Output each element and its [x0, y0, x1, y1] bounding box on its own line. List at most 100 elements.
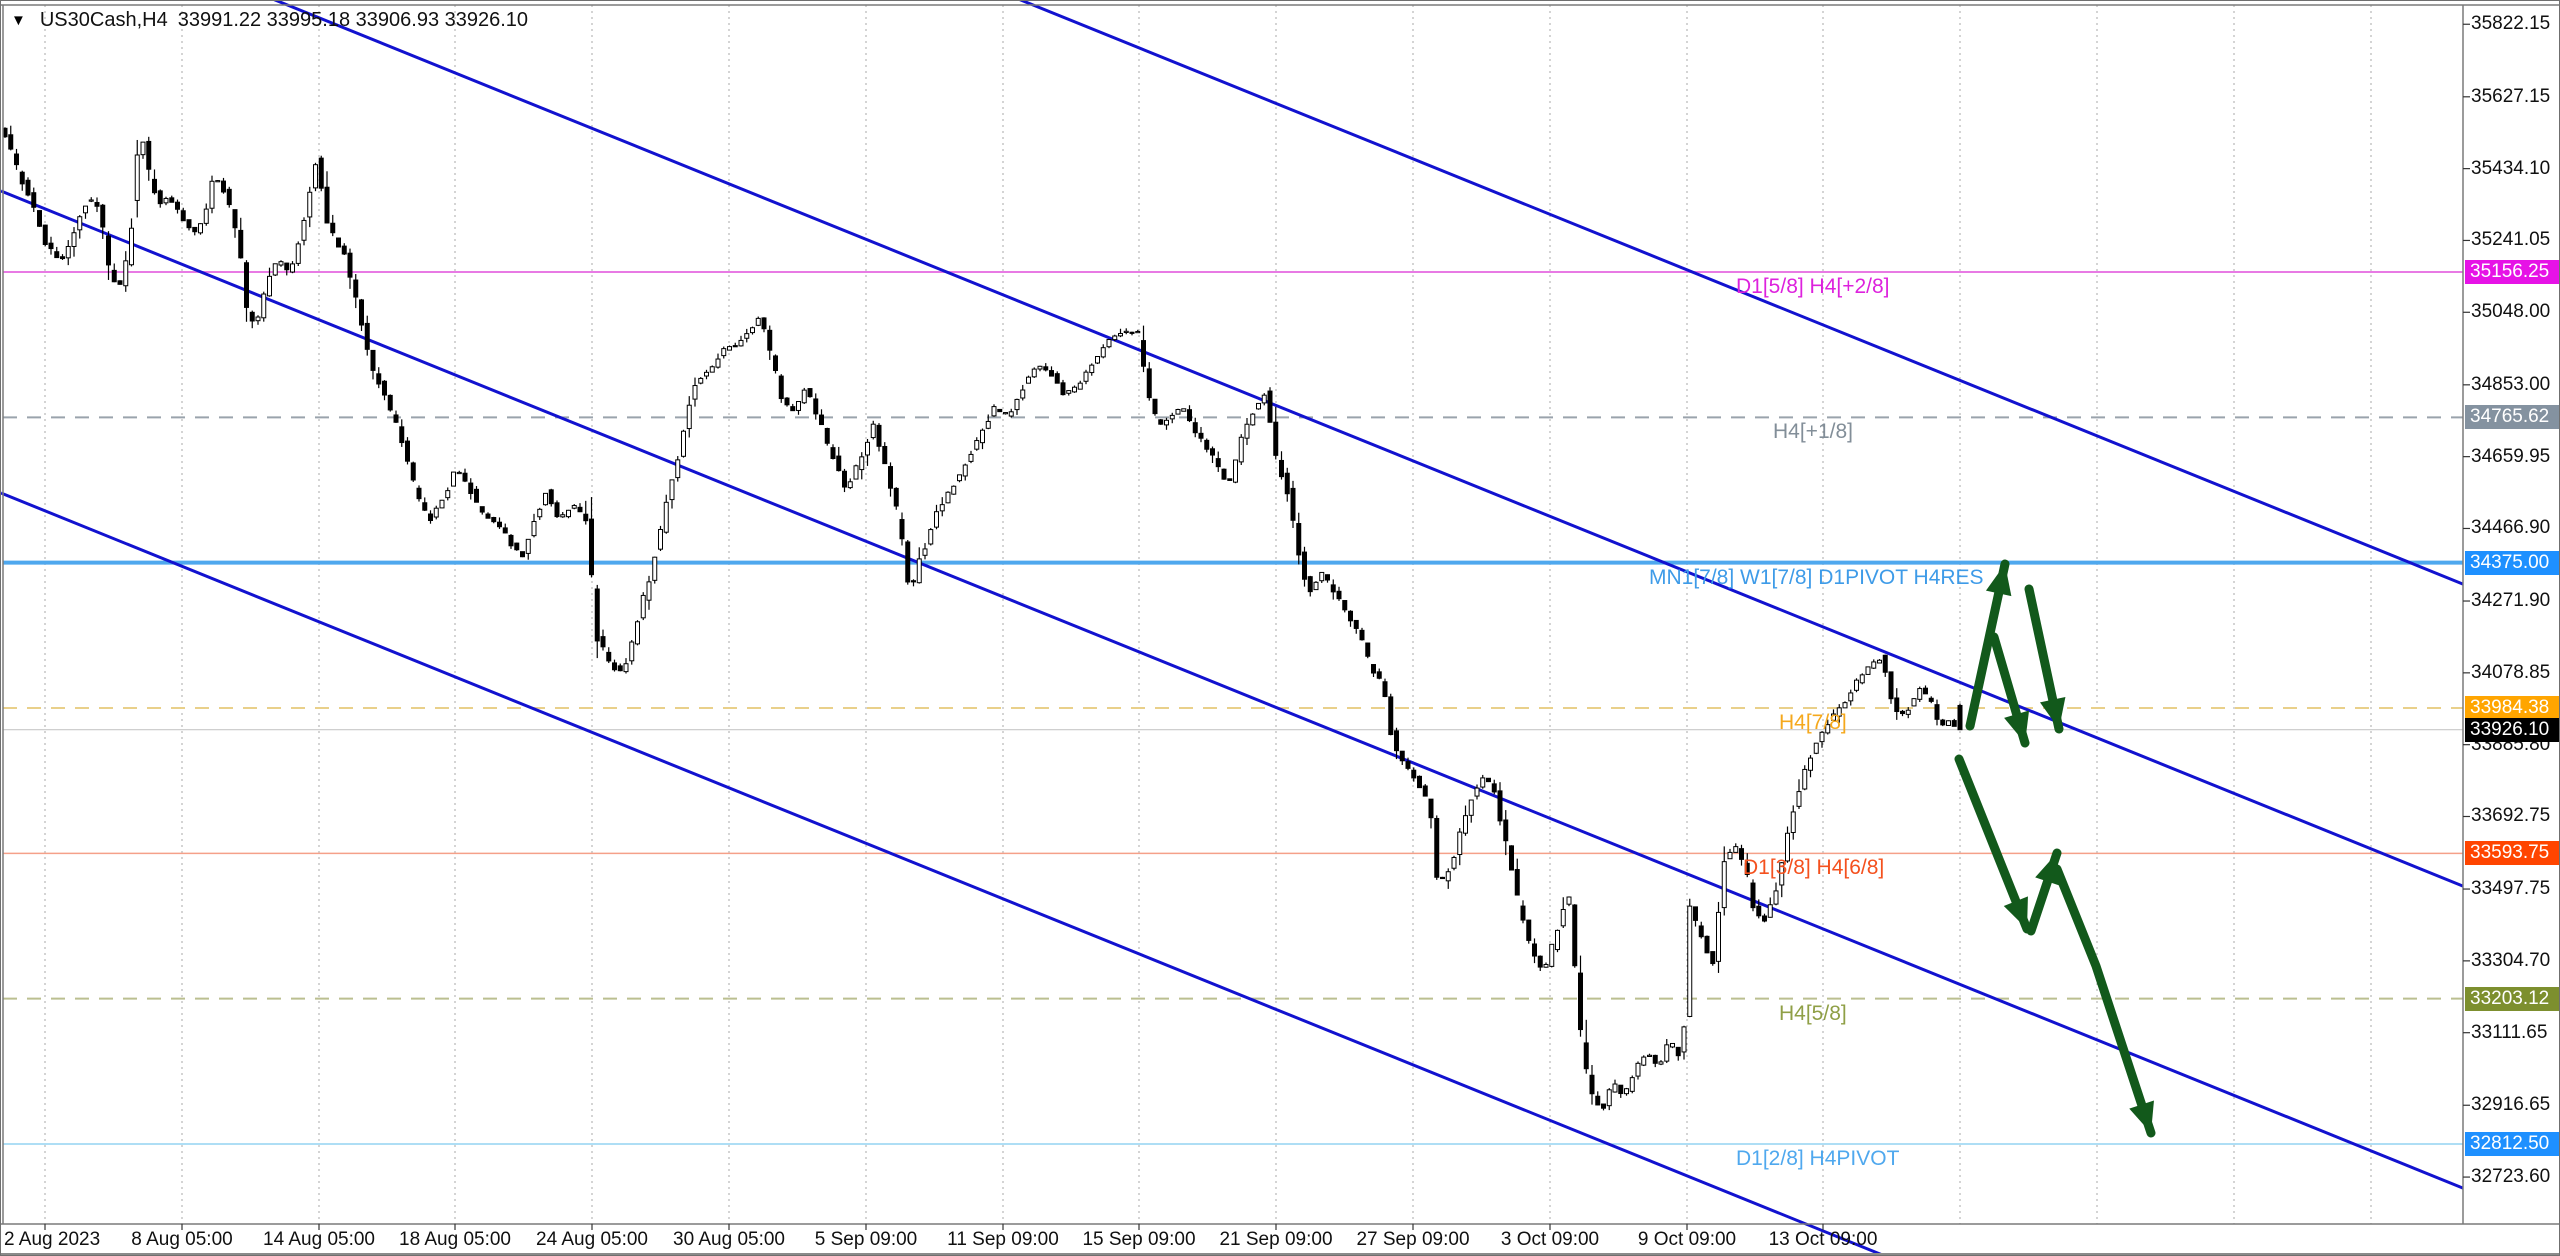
candle-body [65, 246, 71, 259]
candle-body [451, 471, 456, 487]
candle-body [1348, 610, 1353, 622]
candle-body [1175, 408, 1181, 415]
candle-body [1779, 862, 1785, 886]
candle-body [1871, 661, 1877, 669]
candle-body [1008, 411, 1014, 417]
time-axis-label: 8 Aug 05:00 [131, 1229, 233, 1250]
chart-symbol-period: US30Cash,H4 [39, 9, 168, 31]
candle-body [249, 311, 255, 322]
candle-body [646, 581, 652, 601]
candle-body [1532, 943, 1537, 957]
candle-body [1261, 394, 1267, 404]
candle-body [1635, 1062, 1641, 1077]
candle-body [31, 192, 37, 208]
candle-body [1307, 576, 1313, 593]
candle-body [1043, 366, 1049, 371]
candle-body [755, 317, 761, 326]
candle-body [1135, 330, 1141, 334]
candle-body [1509, 845, 1514, 871]
candle-body [462, 472, 468, 482]
candle-body [1854, 679, 1859, 691]
candle-body [77, 216, 83, 231]
channel-line-3[interactable] [1, 491, 2463, 1256]
candle-body [1394, 730, 1399, 752]
candle-body [721, 348, 727, 357]
candle-body [1716, 911, 1721, 962]
chart-frame [1, 4, 2559, 1255]
candle-body [686, 404, 692, 430]
candle-body [1819, 731, 1825, 743]
channel-line-2[interactable] [1, 189, 2464, 1190]
candle-body [1428, 798, 1434, 819]
candle-body [497, 521, 502, 528]
candle-body [548, 489, 554, 505]
candle-body [485, 513, 491, 519]
candle-body [301, 219, 307, 241]
candle-body [1658, 1061, 1664, 1065]
candle-body [681, 430, 686, 457]
candle-body [1831, 713, 1836, 721]
candle-body [416, 487, 422, 500]
candle-body [560, 514, 566, 518]
candle-body [1675, 1046, 1681, 1057]
candle-body [382, 380, 387, 396]
candle-body [1647, 1054, 1652, 1057]
candle-body [1158, 419, 1164, 425]
candle-body [824, 427, 830, 444]
candle-body [1388, 696, 1394, 736]
candle-body [209, 180, 215, 209]
candle-body [1474, 787, 1480, 797]
price-axis-label: 33111.65 [2471, 1021, 2548, 1043]
candle-body [1526, 919, 1532, 941]
time-axis-label: 3 Oct 09:00 [1500, 1229, 1600, 1250]
candle-body [1940, 719, 1946, 726]
candle-body [675, 459, 681, 479]
channel-line-1[interactable] [1, 1, 2464, 888]
candle-body [255, 316, 261, 322]
level-label-4: D1[3/8] H4[6/8] [1743, 856, 1885, 880]
candle-body [42, 224, 48, 245]
candle-body [778, 375, 784, 400]
candle-body [974, 440, 980, 450]
candle-body [1399, 750, 1405, 762]
arrow-down-final[interactable] [2052, 864, 2156, 1138]
candle-body [94, 202, 100, 207]
candle-body [169, 197, 175, 203]
candle-body [1641, 1056, 1647, 1066]
candle-body [1578, 972, 1583, 1031]
candle-body [612, 662, 617, 671]
candle-body [652, 556, 658, 581]
candle-body [1687, 905, 1693, 1017]
candle-body [1238, 436, 1244, 463]
candle-body [410, 462, 416, 481]
candle-body [1072, 386, 1077, 393]
price-axis-badge: 33203.12 [2465, 986, 2559, 1011]
price-axis-label: 35048.00 [2471, 301, 2551, 323]
price-axis-label: 33497.75 [2471, 878, 2551, 900]
candle-body [1233, 459, 1238, 483]
candle-body [606, 651, 612, 662]
candle-body [692, 385, 698, 400]
candle-body [1693, 906, 1698, 921]
candle-body [244, 262, 249, 308]
candle-body [1440, 876, 1445, 880]
candle-body [1808, 757, 1813, 771]
candle-body [1152, 398, 1158, 415]
candle-body [1221, 468, 1227, 480]
candle-body [847, 481, 853, 489]
price-axis-label: 35434.10 [2471, 157, 2551, 179]
candle-body [554, 502, 560, 518]
time-axis-label: 18 Aug 05:00 [399, 1229, 511, 1250]
candle-body [1049, 370, 1054, 377]
candle-body [336, 237, 341, 248]
candle-body [640, 594, 646, 619]
price-axis-label: 34078.85 [2471, 661, 2551, 683]
candle-body [1003, 412, 1008, 415]
candle-body [1371, 664, 1376, 674]
candle-body [203, 208, 209, 224]
arrow-down-3[interactable] [1954, 754, 2032, 934]
candle-body [1267, 390, 1273, 423]
channel-line-0[interactable] [1, 1, 2464, 586]
chart-menu-triangle-icon[interactable]: ▼ [11, 12, 26, 29]
